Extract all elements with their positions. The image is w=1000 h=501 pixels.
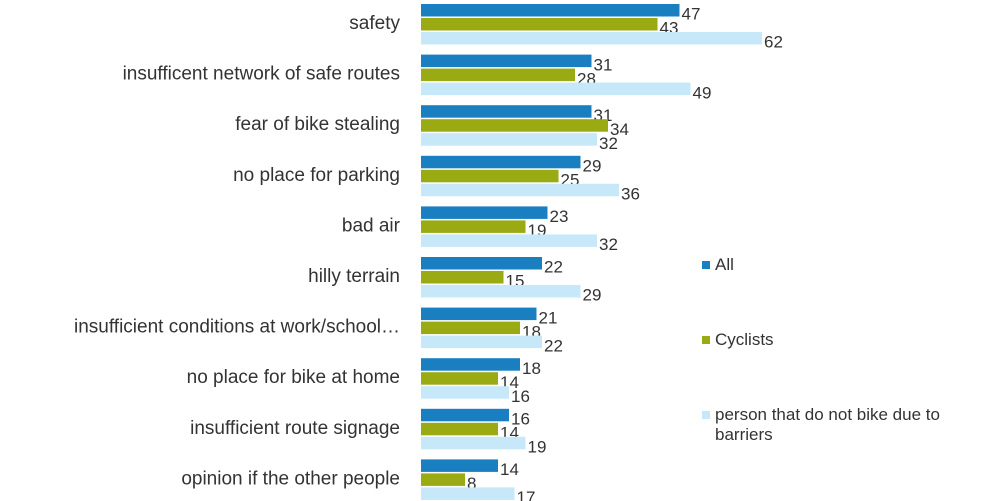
value-label: 31 [594, 55, 613, 74]
bar [421, 307, 537, 321]
legend-item: person that do not bike due to barriers [700, 405, 998, 445]
bar [421, 321, 520, 335]
value-label: 62 [764, 33, 783, 52]
bar [421, 436, 526, 450]
bar [421, 220, 526, 233]
category-label: insufficient conditions at work/school… [74, 317, 400, 338]
value-label: 16 [511, 387, 530, 406]
legend-label: person that do not bike due to barriers [715, 405, 940, 444]
value-label: 36 [621, 185, 640, 204]
value-label: 16 [511, 410, 530, 429]
value-label: 32 [599, 235, 618, 254]
category-label: insufficient route signage [190, 418, 400, 439]
legend-swatch [702, 261, 710, 269]
value-label: 23 [550, 207, 569, 226]
bar [421, 32, 762, 45]
category-label: hilly terrain [308, 266, 400, 287]
bar [421, 18, 658, 31]
bar [421, 285, 581, 298]
value-label: 29 [583, 157, 602, 176]
bar [421, 358, 520, 371]
bar [421, 234, 597, 247]
legend-label: All [715, 255, 734, 274]
value-label: 29 [583, 286, 602, 305]
value-label: 19 [528, 438, 547, 457]
bar [421, 183, 619, 197]
bar [421, 133, 597, 146]
bar [421, 257, 542, 270]
bar [421, 386, 509, 399]
bar [421, 169, 559, 183]
legend-item: Cyclists [700, 330, 998, 350]
legend: All Cyclists person that do not bike due t… [700, 0, 1000, 501]
bar [421, 68, 575, 82]
bar [421, 271, 504, 284]
value-label: 14 [500, 460, 519, 479]
category-label: bad air [342, 215, 401, 236]
legend-label: Cyclists [715, 330, 774, 349]
bar [421, 408, 509, 422]
value-label: 17 [517, 488, 536, 501]
value-label: 49 [693, 83, 712, 102]
value-label: 47 [682, 5, 701, 24]
category-label: no place for bike at home [187, 367, 400, 388]
bar [421, 473, 465, 486]
value-label: 21 [539, 308, 558, 327]
value-label: 34 [610, 120, 629, 139]
category-label: insufficent network of safe routes [123, 64, 400, 85]
bar [421, 155, 581, 169]
category-label: opinion if the other people [181, 468, 400, 489]
legend-swatch [702, 336, 710, 344]
bar [421, 119, 608, 132]
legend-swatch [702, 411, 710, 419]
category-label: fear of bike stealing [235, 114, 400, 135]
bar [421, 206, 548, 219]
bar [421, 459, 498, 472]
bar [421, 487, 515, 500]
value-label: 22 [544, 258, 563, 277]
value-label: 22 [544, 336, 563, 355]
bar [421, 4, 680, 17]
bar [421, 54, 592, 68]
value-label: 32 [599, 134, 618, 153]
bar [421, 335, 542, 349]
value-label: 18 [522, 359, 541, 378]
bar [421, 372, 498, 385]
bar [421, 82, 691, 96]
legend-item: All [700, 255, 998, 275]
bar [421, 105, 592, 118]
value-label: 8 [467, 474, 476, 493]
category-label: safety [349, 13, 400, 34]
bar [421, 422, 498, 436]
category-label: no place for parking [233, 165, 400, 186]
